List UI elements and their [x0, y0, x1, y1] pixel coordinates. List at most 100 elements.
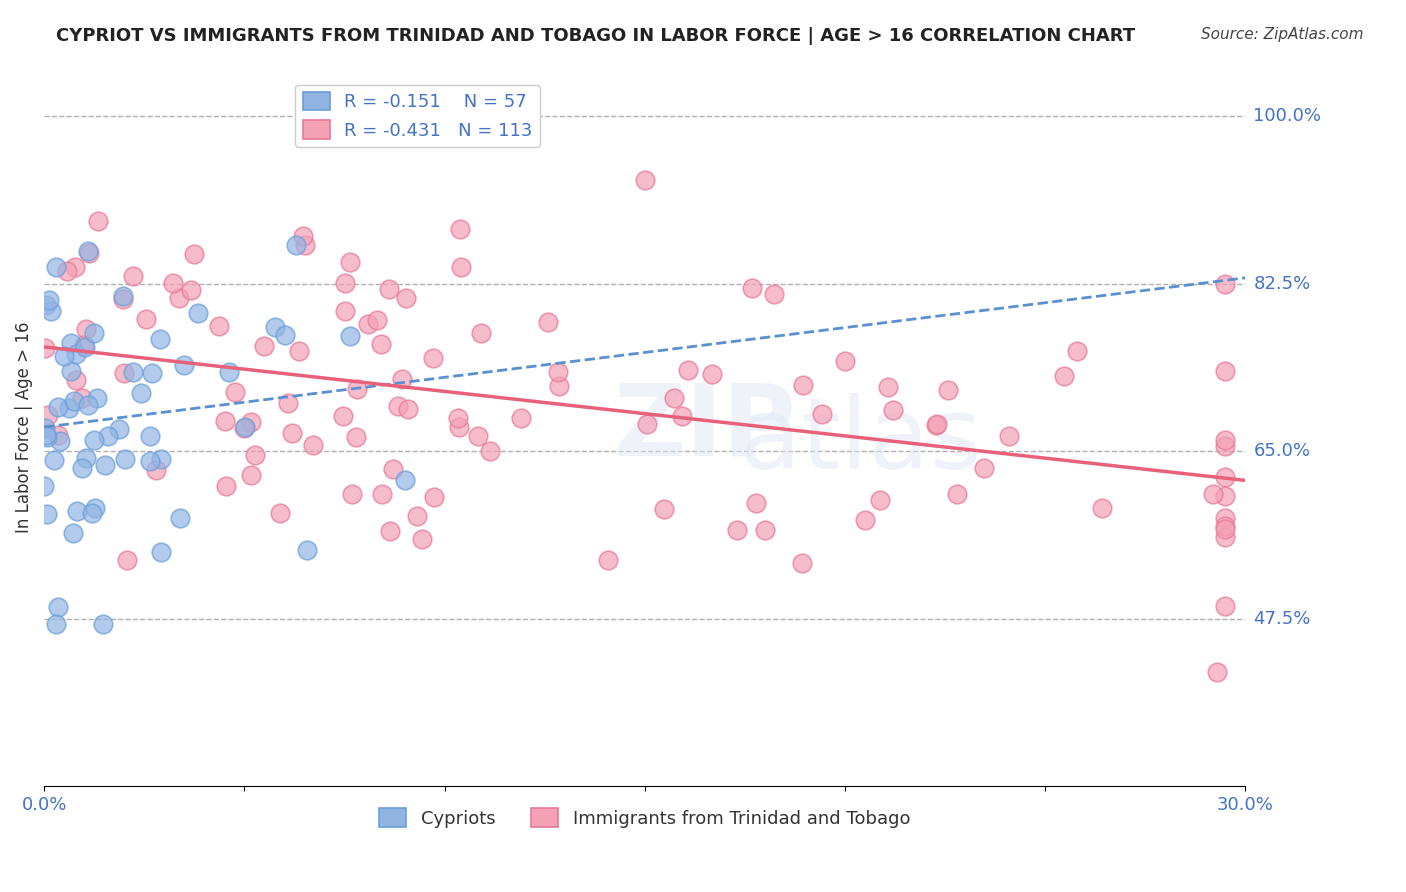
Point	[370, 337, 392, 351]
Point	[547, 365, 569, 379]
Point	[214, 414, 236, 428]
Point	[35, 430, 58, 444]
Point	[927, 417, 949, 431]
Point	[1066, 344, 1088, 359]
Point	[1053, 368, 1076, 383]
Point	[63, 260, 86, 274]
Point	[1091, 500, 1114, 515]
Point	[294, 238, 316, 252]
Legend: Cypriots, Immigrants from Trinidad and Tobago: Cypriots, Immigrants from Trinidad and T…	[373, 801, 918, 835]
Point	[973, 460, 995, 475]
Point	[70, 461, 93, 475]
Point	[233, 421, 256, 435]
Point	[1215, 519, 1237, 533]
Point	[167, 291, 190, 305]
Point	[37, 409, 59, 423]
Point	[467, 429, 489, 443]
Point	[82, 507, 104, 521]
Point	[122, 365, 145, 379]
Point	[77, 246, 100, 260]
Point	[35, 427, 58, 442]
Point	[214, 479, 236, 493]
Point	[1215, 530, 1237, 544]
Point	[292, 229, 315, 244]
Point	[129, 385, 152, 400]
Point	[790, 556, 813, 570]
Point	[150, 452, 173, 467]
Point	[423, 490, 446, 504]
Point	[245, 448, 267, 462]
Point	[35, 507, 58, 521]
Point	[264, 320, 287, 334]
Point	[1215, 511, 1237, 525]
Point	[387, 399, 409, 413]
Point	[725, 523, 748, 537]
Point	[1215, 433, 1237, 447]
Point	[339, 329, 361, 343]
Point	[371, 487, 394, 501]
Point	[509, 411, 531, 425]
Point	[700, 367, 723, 381]
Point	[66, 504, 89, 518]
Point	[111, 288, 134, 302]
Point	[288, 343, 311, 358]
Point	[449, 222, 471, 236]
Point	[49, 434, 72, 449]
Point	[811, 407, 834, 421]
Point	[281, 426, 304, 441]
Point	[676, 363, 699, 377]
Point	[34, 341, 56, 355]
Point	[75, 322, 97, 336]
Point	[77, 244, 100, 259]
Point	[97, 429, 120, 443]
Point	[339, 255, 361, 269]
Point	[998, 429, 1021, 443]
Point	[111, 292, 134, 306]
Point	[141, 366, 163, 380]
Text: 65.0%: 65.0%	[1253, 442, 1310, 460]
Point	[35, 298, 58, 312]
Point	[447, 411, 470, 425]
Point	[38, 293, 60, 307]
Point	[60, 364, 83, 378]
Point	[671, 409, 693, 423]
Point	[741, 281, 763, 295]
Point	[135, 312, 157, 326]
Point	[636, 417, 658, 431]
Point	[297, 542, 319, 557]
Point	[356, 317, 378, 331]
Point	[46, 401, 69, 415]
Point	[83, 326, 105, 340]
Point	[853, 513, 876, 527]
Point	[169, 511, 191, 525]
Point	[65, 347, 87, 361]
Point	[115, 552, 138, 566]
Point	[58, 401, 80, 415]
Point	[340, 487, 363, 501]
Point	[652, 501, 675, 516]
Point	[633, 173, 655, 187]
Point	[1215, 439, 1237, 453]
Text: 100.0%: 100.0%	[1253, 107, 1322, 126]
Point	[1206, 665, 1229, 679]
Point	[76, 398, 98, 412]
Point	[877, 380, 900, 394]
Point	[333, 276, 356, 290]
Point	[65, 373, 87, 387]
Point	[302, 438, 325, 452]
Point	[344, 430, 367, 444]
Point	[380, 524, 402, 538]
Point	[395, 291, 418, 305]
Text: Source: ZipAtlas.com: Source: ZipAtlas.com	[1201, 27, 1364, 42]
Y-axis label: In Labor Force | Age > 16: In Labor Force | Age > 16	[15, 322, 32, 533]
Point	[75, 340, 97, 354]
Point	[547, 379, 569, 393]
Point	[1215, 522, 1237, 536]
Point	[63, 394, 86, 409]
Point	[366, 312, 388, 326]
Point	[84, 500, 107, 515]
Point	[39, 304, 62, 318]
Point	[536, 315, 558, 329]
Point	[273, 328, 295, 343]
Point	[45, 616, 67, 631]
